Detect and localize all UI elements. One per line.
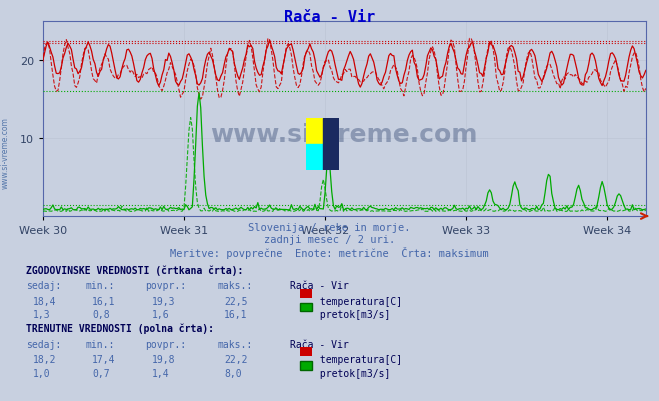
Text: ZGODOVINSKE VREDNOSTI (črtkana črta):: ZGODOVINSKE VREDNOSTI (črtkana črta): [26,265,244,275]
Text: temperatura[C]: temperatura[C] [314,354,403,364]
Text: min.:: min.: [86,281,115,291]
Text: pretok[m3/s]: pretok[m3/s] [314,310,391,320]
Text: 0,7: 0,7 [92,368,110,378]
Text: 16,1: 16,1 [224,310,248,320]
Text: 22,2: 22,2 [224,354,248,364]
Text: www.si-vreme.com: www.si-vreme.com [211,123,478,147]
Text: 1,0: 1,0 [33,368,51,378]
Text: 1,3: 1,3 [33,310,51,320]
Text: maks.:: maks.: [217,281,252,291]
Text: maks.:: maks.: [217,339,252,349]
Text: 19,3: 19,3 [152,296,175,306]
Bar [323,118,339,170]
Text: pretok[m3/s]: pretok[m3/s] [314,368,391,378]
Text: Meritve: povprečne  Enote: metrične  Črta: maksimum: Meritve: povprečne Enote: metrične Črta:… [170,247,489,259]
Text: www.si-vreme.com: www.si-vreme.com [1,117,10,188]
Text: 19,8: 19,8 [152,354,175,364]
Text: 8,0: 8,0 [224,368,242,378]
Text: Rača - Vir: Rača - Vir [290,281,349,291]
Text: TRENUTNE VREDNOSTI (polna črta):: TRENUTNE VREDNOSTI (polna črta): [26,323,214,333]
Text: sedaj:: sedaj: [26,281,61,291]
Text: 0,8: 0,8 [92,310,110,320]
Text: 1,6: 1,6 [152,310,169,320]
Text: 17,4: 17,4 [92,354,116,364]
Bar [306,118,323,144]
Text: Rača - Vir: Rača - Vir [284,10,375,25]
Text: 1,4: 1,4 [152,368,169,378]
Text: sedaj:: sedaj: [26,339,61,349]
Text: 18,2: 18,2 [33,354,57,364]
Text: Rača - Vir: Rača - Vir [290,339,349,349]
Text: min.:: min.: [86,339,115,349]
Text: zadnji mesec / 2 uri.: zadnji mesec / 2 uri. [264,235,395,245]
Text: 18,4: 18,4 [33,296,57,306]
Text: povpr.:: povpr.: [145,281,186,291]
Bar [306,144,323,170]
Text: temperatura[C]: temperatura[C] [314,296,403,306]
Text: Slovenija / reke in morje.: Slovenija / reke in morje. [248,223,411,233]
Text: povpr.:: povpr.: [145,339,186,349]
Text: 16,1: 16,1 [92,296,116,306]
Text: 22,5: 22,5 [224,296,248,306]
